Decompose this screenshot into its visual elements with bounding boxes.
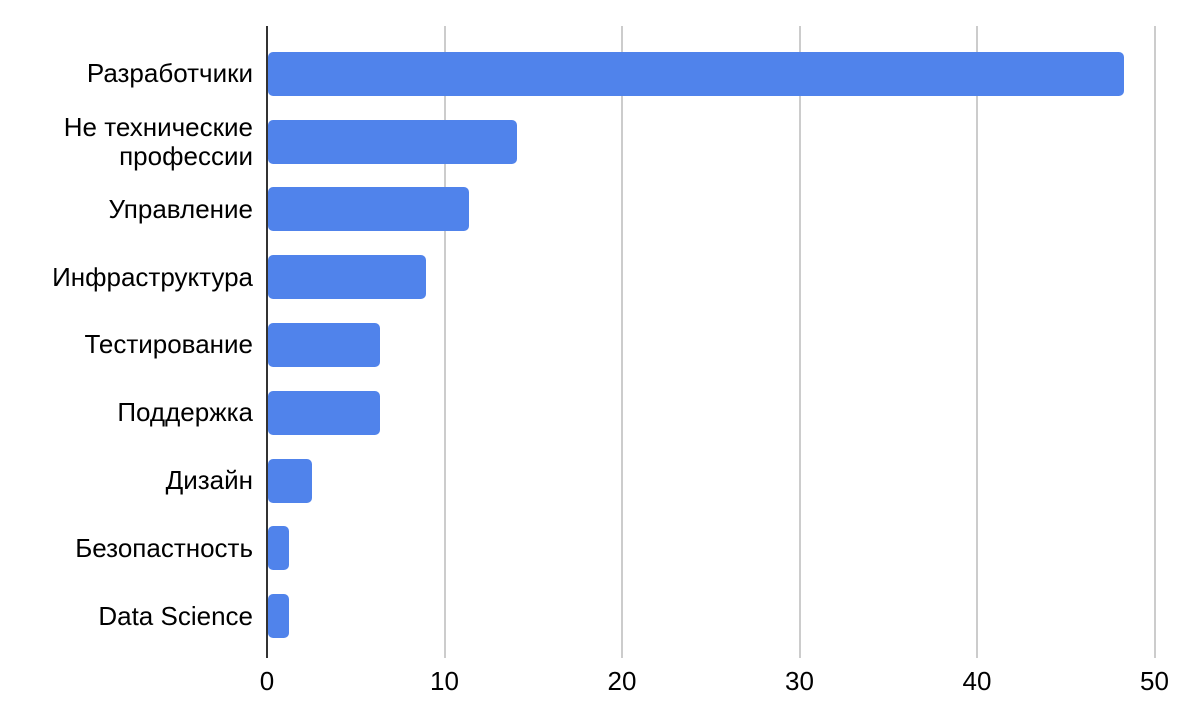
x-tick-label: 30 (785, 666, 814, 696)
x-tick-label: 40 (962, 666, 992, 696)
category-label: Инфраструктура (52, 261, 253, 292)
gridline (443, 26, 446, 658)
gridline (798, 26, 801, 658)
x-tick-label: 10 (430, 666, 459, 696)
gridline (1153, 26, 1156, 658)
bar (268, 255, 426, 300)
category-label: Разработчики (86, 58, 253, 89)
bar (268, 526, 290, 571)
category-label: Поддержка (117, 397, 253, 428)
category-label: Дизайн (165, 464, 253, 495)
category-label: Тестирование (84, 329, 253, 360)
gridline (621, 26, 623, 658)
category-label: Управление (108, 193, 253, 224)
bar (268, 187, 469, 232)
x-tick-label: 50 (1140, 666, 1169, 696)
bar (268, 51, 1124, 96)
gridline (976, 26, 978, 658)
category-label: Безопастность (75, 532, 253, 563)
y-axis-line (266, 26, 268, 658)
bar (268, 458, 313, 503)
x-tick-label: 20 (607, 666, 637, 696)
x-tick-label: 0 (259, 666, 275, 696)
bar (268, 119, 517, 164)
category-label: Не технические профессии (63, 111, 253, 171)
bar (268, 390, 380, 435)
bar (268, 323, 380, 367)
bar (268, 594, 290, 639)
category-label: Data Science (98, 600, 253, 631)
